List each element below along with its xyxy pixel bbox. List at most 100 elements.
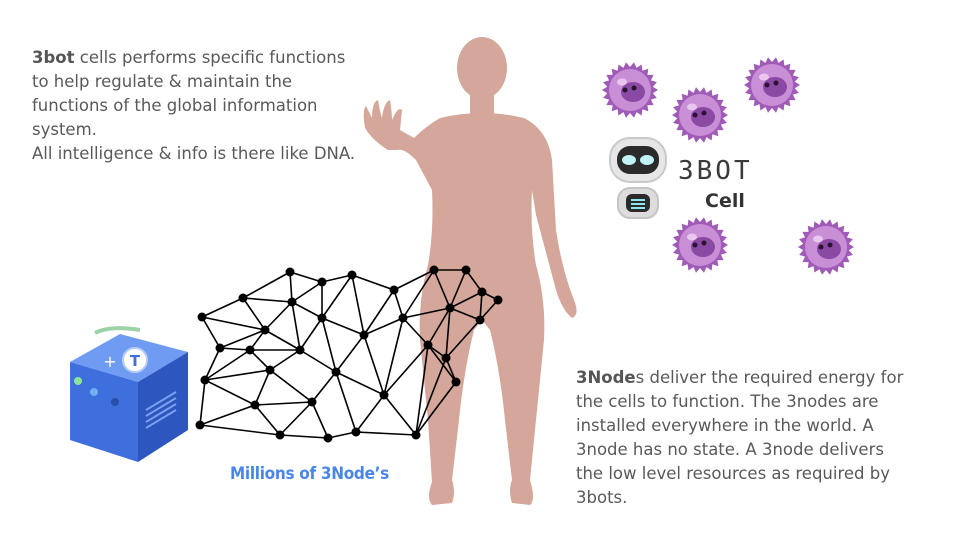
mesh-edge: [383, 317, 404, 396]
mesh-edge: [335, 371, 385, 396]
mesh-node: [287, 297, 297, 307]
mesh-node: [347, 270, 357, 280]
mesh-edge: [427, 344, 457, 383]
mesh-edge: [363, 317, 404, 336]
mesh-edge: [335, 334, 365, 373]
mesh-edge: [402, 269, 435, 319]
mesh-node: [398, 313, 408, 323]
mesh-edge: [199, 424, 281, 436]
mesh-edge: [351, 274, 395, 291]
svg-text:T: T: [130, 352, 141, 370]
mesh-edge: [289, 271, 323, 283]
mesh-edge: [393, 289, 404, 319]
mesh-node: [197, 312, 207, 322]
mesh-edge: [427, 307, 451, 346]
mesh-edge: [299, 349, 337, 373]
mesh-edge: [219, 347, 251, 351]
mesh-edge: [291, 301, 323, 319]
cell-icon: [602, 62, 658, 118]
mesh-edge: [289, 271, 293, 303]
mesh-edge: [291, 301, 301, 351]
mesh-node: [441, 353, 451, 363]
mesh-edge: [335, 371, 357, 433]
3bot-lead-word: 3bot: [32, 48, 75, 67]
mesh-node: [260, 325, 270, 335]
mesh-edge: [402, 307, 451, 319]
mesh-node: [429, 265, 439, 275]
mesh-node: [445, 303, 455, 313]
mesh-edge: [291, 281, 323, 303]
mesh-node: [359, 330, 369, 340]
mesh-node: [331, 367, 341, 377]
mesh-edge: [279, 434, 329, 439]
cell-icon: [798, 219, 854, 275]
mesh-node: [477, 287, 487, 297]
mesh-edge: [449, 307, 481, 321]
mesh-node: [200, 375, 210, 385]
mesh-edge: [363, 334, 385, 396]
svg-text:+: +: [103, 352, 116, 371]
mesh-edge: [201, 297, 244, 318]
mesh-edge: [204, 369, 271, 381]
network-mesh-nodes: [195, 265, 503, 443]
mesh-node: [411, 430, 421, 440]
mesh-edge: [355, 431, 417, 436]
mesh-node: [195, 420, 205, 430]
mesh-edge: [199, 404, 256, 426]
human-body-silhouette: [363, 37, 577, 505]
mesh-edge: [433, 269, 451, 309]
mesh-node: [389, 285, 399, 295]
mesh-edge: [402, 317, 429, 346]
mesh-node: [423, 340, 433, 350]
mesh-edge: [415, 357, 447, 436]
mesh-edge: [393, 269, 435, 291]
mesh-edge: [311, 371, 337, 403]
mesh-node: [323, 433, 333, 443]
cell-label: Cell: [705, 190, 745, 212]
mesh-edge: [204, 347, 221, 381]
mesh-node: [317, 277, 327, 287]
mesh-node: [250, 400, 260, 410]
3node-server-icon: T +: [70, 326, 188, 462]
mesh-edge: [479, 291, 483, 321]
mesh-edge: [204, 349, 251, 381]
3bot-robot-icon: [609, 137, 667, 219]
cell-icon: [672, 217, 728, 273]
3node-lead-word: 3Node: [576, 368, 636, 387]
mesh-edge: [242, 297, 293, 303]
mesh-edge: [449, 269, 467, 309]
mesh-edge: [383, 344, 429, 396]
cell-icon: [672, 87, 728, 143]
mesh-edge: [269, 349, 301, 371]
mesh-edge: [449, 291, 483, 309]
mesh-node: [238, 293, 248, 303]
network-mesh-edges: [199, 269, 499, 439]
mesh-node: [493, 295, 503, 305]
mesh-edge: [445, 319, 481, 359]
mesh-edge: [264, 329, 301, 351]
mesh-node: [379, 390, 389, 400]
mesh-node: [295, 345, 305, 355]
mesh-edge: [201, 316, 221, 349]
mesh-edge: [321, 317, 365, 336]
mesh-edge: [242, 297, 266, 331]
cell-icon: [744, 57, 800, 113]
mesh-edge: [445, 307, 451, 359]
network-label: Millions of 3Node’s: [230, 464, 389, 484]
mesh-node: [351, 427, 361, 437]
3node-description: 3Nodes deliver the required energy for t…: [576, 368, 904, 507]
mesh-node: [245, 345, 255, 355]
mesh-edge: [355, 394, 385, 433]
mesh-edge: [415, 344, 429, 436]
mesh-edge: [383, 394, 417, 436]
mesh-edge: [254, 404, 281, 436]
mesh-edge: [264, 301, 293, 331]
mesh-edge: [269, 369, 313, 403]
mesh-edge: [321, 274, 353, 283]
3bot-logo-text: 3BOT: [678, 156, 753, 186]
mesh-node: [317, 313, 327, 323]
mesh-edge: [199, 379, 206, 426]
mesh-edge: [254, 369, 271, 406]
mesh-node: [275, 430, 285, 440]
mesh-node: [451, 377, 461, 387]
